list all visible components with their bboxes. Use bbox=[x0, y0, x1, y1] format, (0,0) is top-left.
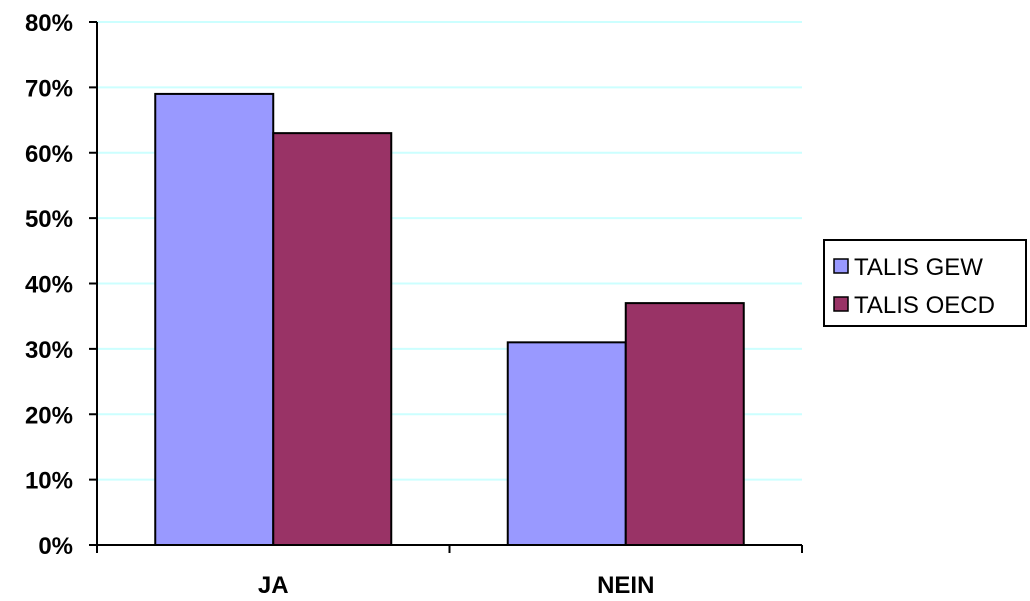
y-tick-label: 70% bbox=[25, 75, 73, 102]
legend-swatch-talis-gew bbox=[833, 258, 849, 274]
legend: TALIS GEW TALIS OECD bbox=[823, 239, 1027, 327]
bar-talis-oecd-ja bbox=[272, 132, 393, 546]
y-tick-label: 50% bbox=[25, 206, 73, 233]
bar-talis-gew-ja bbox=[154, 92, 275, 546]
legend-label-talis-gew: TALIS GEW bbox=[854, 254, 983, 281]
x-category-label: NEIN bbox=[597, 572, 654, 599]
y-tick-label: 20% bbox=[25, 402, 73, 429]
x-category-label: JA bbox=[258, 572, 289, 599]
bar-talis-oecd-nein bbox=[624, 302, 745, 546]
bars bbox=[154, 92, 745, 546]
y-tick-label: 10% bbox=[25, 468, 73, 495]
y-tick-label: 40% bbox=[25, 272, 73, 299]
legend-label-talis-oecd: TALIS OECD bbox=[854, 292, 995, 319]
bar-talis-gew-nein bbox=[506, 341, 627, 546]
legend-swatch-talis-oecd bbox=[833, 296, 849, 312]
legend-box bbox=[823, 239, 1027, 327]
y-ticks: 0% 10% 20% 30% 40% 50% 60% 70% 80% bbox=[25, 10, 97, 560]
y-tick-label: 60% bbox=[25, 141, 73, 168]
y-tick-label: 30% bbox=[25, 337, 73, 364]
x-categories: JA NEIN bbox=[96, 545, 803, 599]
y-tick-label: 80% bbox=[25, 10, 73, 37]
y-tick-label: 0% bbox=[38, 533, 73, 560]
